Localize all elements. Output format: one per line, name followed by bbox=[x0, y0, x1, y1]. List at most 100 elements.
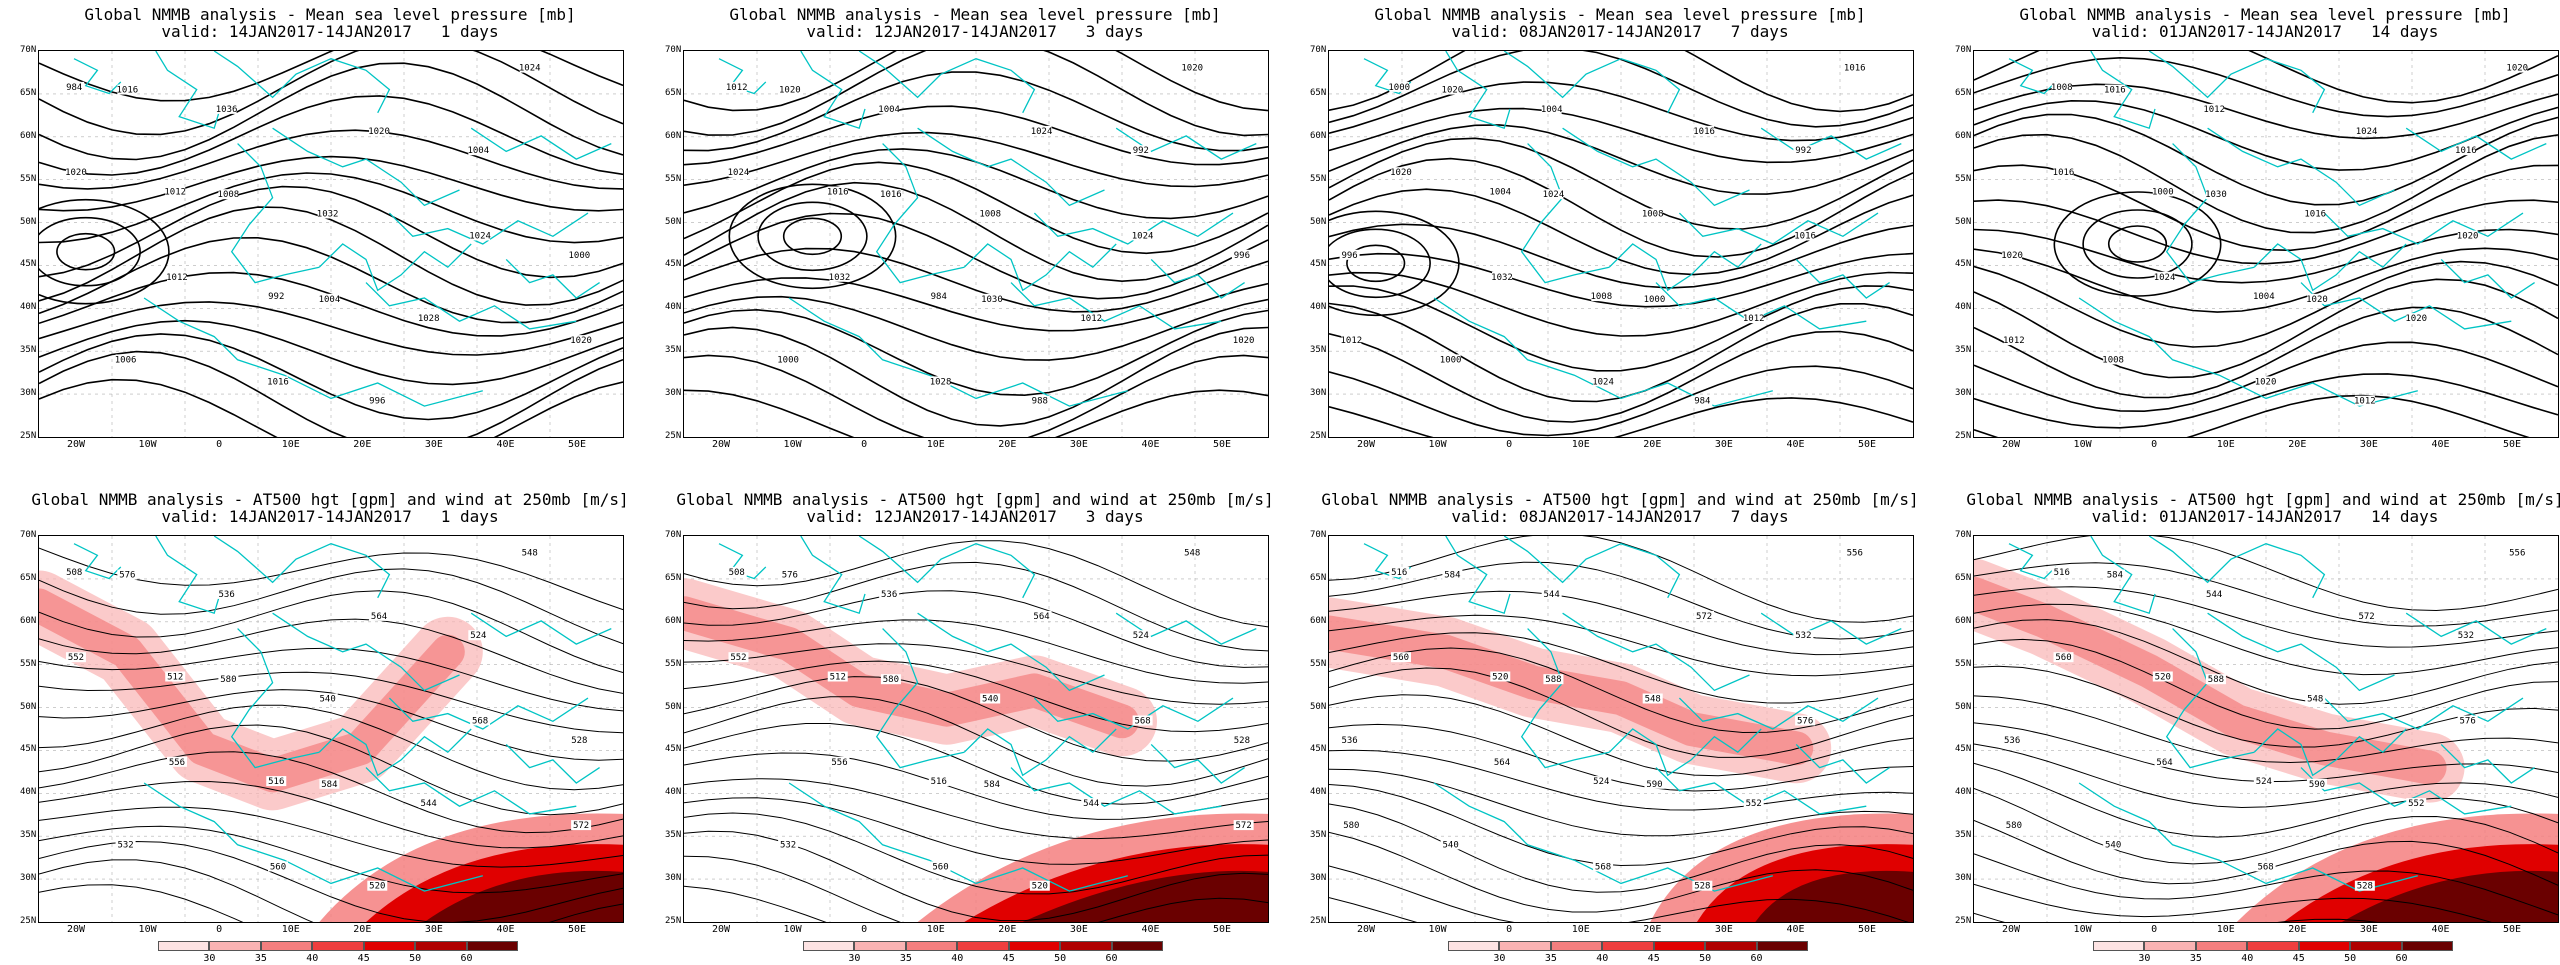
map-title: Global NMMB analysis - AT500 hgt [gpm] a… bbox=[31, 490, 629, 509]
svg-text:1000: 1000 bbox=[1440, 355, 1462, 365]
svg-text:992: 992 bbox=[1133, 146, 1149, 156]
latitude-tick-label: 30N bbox=[1955, 873, 1972, 884]
svg-text:572: 572 bbox=[1696, 612, 1712, 622]
wind-speed-colorbar: 30 35 40 45 50 60 bbox=[158, 941, 518, 964]
contour-label: 564 bbox=[2154, 756, 2175, 768]
longitude-tick-label: 50E bbox=[1858, 439, 1877, 450]
svg-text:1000: 1000 bbox=[777, 355, 799, 365]
svg-text:524: 524 bbox=[1593, 777, 1609, 787]
contour-label: 520 bbox=[1490, 671, 1511, 682]
contour-label: 1016 bbox=[1794, 230, 1816, 241]
contour-label: 576 bbox=[117, 569, 138, 581]
mslp-map-panel: Global NMMB analysis - Mean sea level pr… bbox=[645, 0, 1305, 480]
contour-label: 580 bbox=[218, 674, 239, 685]
contour-label: 1020 bbox=[2457, 230, 2478, 241]
wind-speed-colorbar: 30 35 40 45 50 60 bbox=[1448, 941, 1808, 964]
svg-text:1024: 1024 bbox=[1543, 190, 1565, 200]
contour-label: 540 bbox=[1440, 839, 1461, 850]
svg-text:1024: 1024 bbox=[519, 64, 541, 74]
contour-label: 1012 bbox=[726, 81, 748, 93]
map-valid-period: valid: 14JAN2017-14JAN2017 1 days bbox=[161, 22, 499, 41]
latitude-tick-label: 30N bbox=[665, 873, 682, 884]
contour-label: 512 bbox=[165, 671, 186, 682]
map-title: Global NMMB analysis - AT500 hgt [gpm] a… bbox=[1966, 490, 2560, 509]
svg-text:524: 524 bbox=[1133, 631, 1149, 641]
latitude-tick-label: 70N bbox=[665, 45, 682, 55]
contour-label: 996 bbox=[367, 395, 388, 407]
svg-text:590: 590 bbox=[2309, 780, 2325, 790]
svg-text:532: 532 bbox=[1795, 631, 1811, 641]
svg-text:540: 540 bbox=[320, 694, 336, 704]
colorbar-tick-label: 50 bbox=[1699, 953, 1712, 964]
colorbar-tick-label: 60 bbox=[1750, 953, 1763, 964]
contour-label: 1012 bbox=[164, 186, 186, 197]
contour-label: 984 bbox=[928, 291, 949, 302]
latitude-tick-label: 25N bbox=[1310, 916, 1327, 926]
longitude-tick-label: 40E bbox=[1786, 924, 1805, 935]
latitude-tick-label: 45N bbox=[665, 259, 682, 270]
svg-text:1030: 1030 bbox=[2205, 190, 2227, 200]
svg-text:524: 524 bbox=[470, 631, 486, 641]
svg-text:1024: 1024 bbox=[1592, 377, 1614, 387]
contour-label: 560 bbox=[930, 861, 951, 872]
contour-label: 560 bbox=[2053, 652, 2074, 663]
colorbar-swatch bbox=[466, 941, 518, 951]
longitude-tick-label: 30E bbox=[424, 439, 443, 450]
svg-text:1020: 1020 bbox=[1390, 168, 1412, 178]
longitude-tick-label: 10W bbox=[2073, 924, 2092, 935]
latitude-tick-label: 60N bbox=[1955, 615, 1972, 626]
svg-text:1008: 1008 bbox=[2102, 355, 2124, 365]
svg-text:1024: 1024 bbox=[1132, 231, 1154, 241]
latitude-tick-label: 60N bbox=[665, 615, 682, 626]
latitude-tick-label: 45N bbox=[20, 259, 37, 270]
svg-text:516: 516 bbox=[931, 777, 947, 787]
svg-text:1020: 1020 bbox=[2506, 64, 2528, 74]
contour-label: 508 bbox=[64, 566, 85, 578]
latitude-tick-label: 60N bbox=[1310, 615, 1327, 626]
latitude-tick-label: 25N bbox=[1310, 431, 1327, 441]
contour-label: 560 bbox=[268, 861, 289, 872]
latitude-tick-label: 65N bbox=[1310, 572, 1327, 583]
contour-label: 544 bbox=[418, 798, 439, 809]
svg-text:1000: 1000 bbox=[1644, 295, 1666, 305]
latitude-tick-label: 70N bbox=[1310, 45, 1327, 55]
svg-text:524: 524 bbox=[2256, 777, 2272, 787]
contour-label: 1004 bbox=[1489, 186, 1511, 197]
latitude-tick-label: 45N bbox=[1955, 259, 1972, 270]
svg-text:540: 540 bbox=[982, 694, 998, 704]
contour-label: 572 bbox=[1233, 820, 1254, 831]
contour-label: 580 bbox=[2003, 820, 2024, 831]
latitude-tick-label: 35N bbox=[665, 830, 682, 841]
map-canvas: 516 520 524 528 532 536 540 544 548 552 556 560 564 5… bbox=[1973, 535, 2559, 923]
map-valid-period: valid: 01JAN2017-14JAN2017 14 days bbox=[2091, 22, 2439, 41]
contour-label: 552 bbox=[728, 652, 749, 663]
colorbar-tick-label: 40 bbox=[1596, 953, 1609, 964]
contour-label: 1032 bbox=[1491, 271, 1513, 283]
latitude-tick-label: 30N bbox=[1310, 873, 1327, 884]
contour-label: 528 bbox=[2354, 880, 2375, 892]
svg-text:580: 580 bbox=[2006, 821, 2022, 831]
latitude-tick-label: 40N bbox=[1310, 302, 1327, 313]
svg-text:1004: 1004 bbox=[2253, 292, 2275, 302]
svg-text:1024: 1024 bbox=[728, 168, 750, 178]
svg-text:576: 576 bbox=[119, 571, 135, 581]
svg-text:564: 564 bbox=[1033, 612, 1049, 622]
longitude-tick-label: 50E bbox=[1213, 439, 1232, 450]
svg-text:1012: 1012 bbox=[726, 83, 748, 93]
contour-label: 1020 bbox=[2506, 62, 2528, 74]
latitude-tick-label: 65N bbox=[1955, 87, 1972, 98]
contour-label: 1020 bbox=[2405, 313, 2427, 324]
svg-text:1020: 1020 bbox=[2255, 377, 2277, 387]
contour-label: 584 bbox=[981, 778, 1002, 790]
svg-text:1012: 1012 bbox=[1743, 314, 1765, 324]
svg-text:556: 556 bbox=[169, 758, 185, 768]
contour-label: 532 bbox=[778, 839, 799, 850]
svg-text:532: 532 bbox=[780, 840, 796, 850]
colorbar-tick-label: 35 bbox=[1544, 953, 1557, 964]
svg-text:1016: 1016 bbox=[267, 377, 289, 387]
svg-text:540: 540 bbox=[2105, 840, 2121, 850]
svg-text:1012: 1012 bbox=[166, 273, 188, 283]
svg-text:1008: 1008 bbox=[979, 209, 1001, 219]
latitude-tick-label: 65N bbox=[1310, 87, 1327, 98]
contour-label: 1016 bbox=[880, 189, 902, 200]
